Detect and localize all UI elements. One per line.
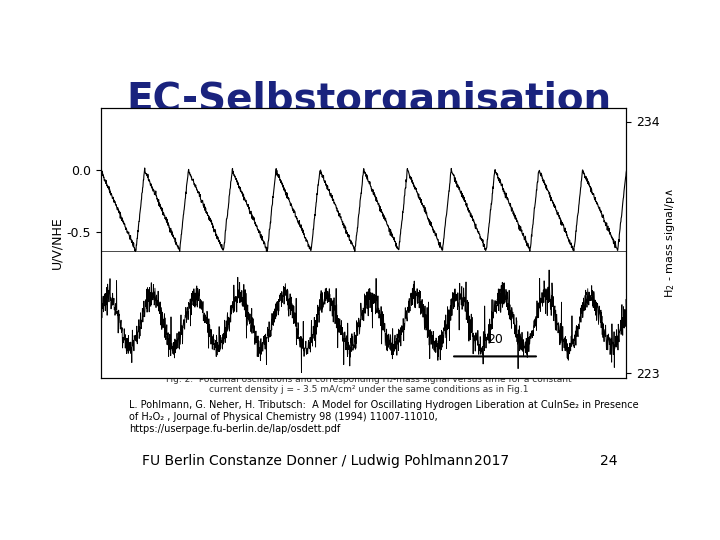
Y-axis label: H$_2$ - mass signal/p∧: H$_2$ - mass signal/p∧ xyxy=(662,188,677,298)
Text: 2: 2 xyxy=(332,129,341,143)
Text: FU Berlin: FU Berlin xyxy=(143,454,205,468)
Text: of H₂O₂ , Journal of Physical Chemistry 98 (1994) 11007-11010,: of H₂O₂ , Journal of Physical Chemistry … xyxy=(129,412,438,422)
Text: Fig. 2:  Potential oscillations and corresponding H₂-mass signal versus time for: Fig. 2: Potential oscillations and corre… xyxy=(166,375,572,394)
Text: 2017: 2017 xyxy=(474,454,509,468)
Text: Constanze Donner / Ludwig Pohlmann: Constanze Donner / Ludwig Pohlmann xyxy=(210,454,473,468)
Text: 3. Oszillationen bei der H: 3. Oszillationen bei der H xyxy=(129,125,385,143)
Text: EC-Selbstorganisation: EC-Selbstorganisation xyxy=(127,82,611,119)
Text: t/sec  →: t/sec → xyxy=(342,366,396,380)
Text: 2: 2 xyxy=(351,129,361,143)
Text: 24: 24 xyxy=(600,454,618,468)
Text: O: O xyxy=(339,125,355,143)
Y-axis label: U/V/NHE: U/V/NHE xyxy=(51,217,64,269)
Text: 20: 20 xyxy=(487,333,503,346)
Text: https://userpage.fu-berlin.de/lap/osdett.pdf: https://userpage.fu-berlin.de/lap/osdett… xyxy=(129,424,341,435)
Text: L. Pohlmann, G. Neher, H. Tributsch:  A Model for Oscillating Hydrogen Liberatio: L. Pohlmann, G. Neher, H. Tributsch: A M… xyxy=(129,400,639,409)
Text: -Reduktion: -Reduktion xyxy=(359,125,470,143)
